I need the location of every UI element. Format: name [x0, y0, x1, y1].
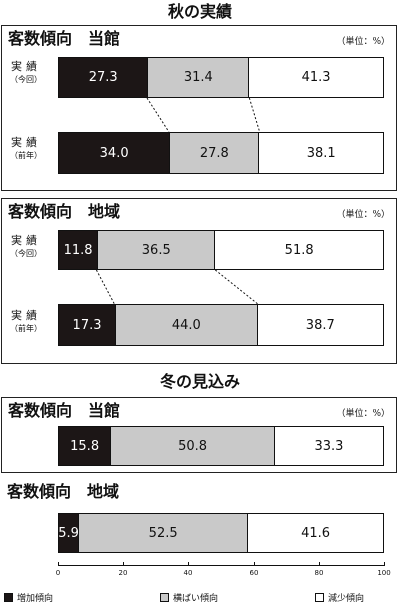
- x-tick-label: 80: [314, 569, 324, 577]
- data-label: 36.5: [141, 242, 171, 258]
- data-label: 27.3: [88, 70, 118, 85]
- segment-decrease: 41.6: [248, 514, 383, 552]
- unit-label: （単位：%）: [336, 37, 390, 47]
- data-label: 33.3: [314, 438, 344, 454]
- data-label: 41.6: [301, 525, 331, 541]
- x-tick-label: 60: [249, 569, 259, 577]
- stacked-bar-region-winter: 5.9 52.5 41.6: [58, 513, 384, 553]
- stacked-bar-region-previous: 17.3 44.0 38.7: [58, 304, 384, 346]
- row-label-current: 実績 （今回）: [10, 234, 42, 258]
- panel-title: 客数傾向 地域: [8, 202, 121, 221]
- stacked-bar-own-current: 27.3 31.4 41.3: [58, 57, 384, 98]
- data-label: 17.3: [72, 317, 102, 333]
- legend-swatch-flat: [160, 593, 169, 602]
- legend: 増加傾向 横ばい傾向 減少傾向: [0, 591, 400, 605]
- panel-title: 客数傾向 当館: [8, 29, 121, 48]
- segment-increase: 15.8: [59, 427, 111, 465]
- data-label: 31.4: [183, 70, 213, 85]
- data-label: 5.9: [59, 525, 79, 541]
- x-tick: [188, 562, 189, 566]
- autumn-section-heading: 秋の実績: [167, 2, 232, 21]
- row-label-current: 実績 （今回）: [10, 60, 42, 84]
- segment-flat: 36.5: [97, 231, 216, 269]
- segment-flat: 31.4: [147, 58, 250, 97]
- x-tick: [58, 562, 59, 566]
- unit-label: （単位：%）: [336, 409, 390, 419]
- connector-line: [95, 269, 115, 305]
- segment-increase: 11.8: [59, 231, 98, 269]
- data-label: 50.8: [178, 438, 208, 454]
- panel-title: 客数傾向 当館: [8, 401, 121, 420]
- data-label: 44.0: [171, 317, 201, 333]
- segment-decrease: 38.1: [259, 133, 383, 173]
- connector-line: [248, 97, 261, 133]
- connector-line: [146, 97, 170, 133]
- x-tick-label: 0: [55, 569, 61, 577]
- x-tick: [123, 562, 124, 566]
- stacked-bar-own-previous: 34.0 27.8 38.1: [58, 132, 384, 174]
- x-tick: [384, 562, 385, 566]
- x-tick: [254, 562, 255, 566]
- legend-swatch-decrease: [315, 593, 324, 602]
- connector-line: [214, 269, 259, 305]
- segment-decrease: 41.3: [249, 58, 383, 97]
- segment-increase: 27.3: [59, 58, 148, 97]
- x-axis-line: [58, 565, 384, 566]
- legend-item-flat: 横ばい傾向: [160, 591, 218, 604]
- legend-item-increase: 増加傾向: [4, 591, 53, 604]
- segment-increase: 17.3: [59, 305, 116, 345]
- x-tick-label: 20: [118, 569, 128, 577]
- x-tick: [319, 562, 320, 566]
- data-label: 52.5: [148, 525, 178, 541]
- stacked-bar-region-current: 11.8 36.5 51.8: [58, 230, 384, 270]
- legend-item-decrease: 減少傾向: [315, 591, 364, 604]
- legend-swatch-increase: [4, 593, 13, 602]
- panel-title-region-winter: 客数傾向 地域: [7, 482, 120, 501]
- stacked-bar-own-winter: 15.8 50.8 33.3: [58, 426, 384, 466]
- segment-increase: 34.0: [59, 133, 170, 173]
- data-label: 51.8: [284, 242, 314, 258]
- segment-flat: 44.0: [115, 305, 258, 345]
- segment-decrease: 33.3: [274, 427, 383, 465]
- segment-increase: 5.9: [59, 514, 79, 552]
- segment-decrease: 51.8: [215, 231, 383, 269]
- data-label: 41.3: [301, 70, 331, 85]
- row-label-previous: 実績 （前年）: [10, 136, 42, 160]
- segment-flat: 27.8: [169, 133, 260, 173]
- data-label: 27.8: [199, 145, 229, 161]
- row-label-previous: 実績 （前年）: [10, 309, 42, 333]
- data-label: 11.8: [63, 242, 93, 258]
- segment-flat: 50.8: [110, 427, 275, 465]
- segment-flat: 52.5: [78, 514, 249, 552]
- data-label: 15.8: [70, 438, 100, 454]
- x-tick-label: 100: [377, 569, 391, 577]
- data-label: 34.0: [99, 145, 129, 161]
- data-label: 38.7: [305, 317, 335, 333]
- data-label: 38.1: [306, 145, 336, 161]
- winter-section-heading: 冬の見込み: [159, 372, 240, 391]
- x-tick-label: 40: [183, 569, 193, 577]
- unit-label: （単位：%）: [336, 210, 390, 220]
- segment-decrease: 38.7: [257, 305, 383, 345]
